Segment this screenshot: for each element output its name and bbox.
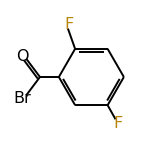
Text: F: F <box>113 116 122 131</box>
Text: F: F <box>65 17 74 32</box>
Text: O: O <box>16 49 29 64</box>
Text: Br: Br <box>14 91 31 106</box>
